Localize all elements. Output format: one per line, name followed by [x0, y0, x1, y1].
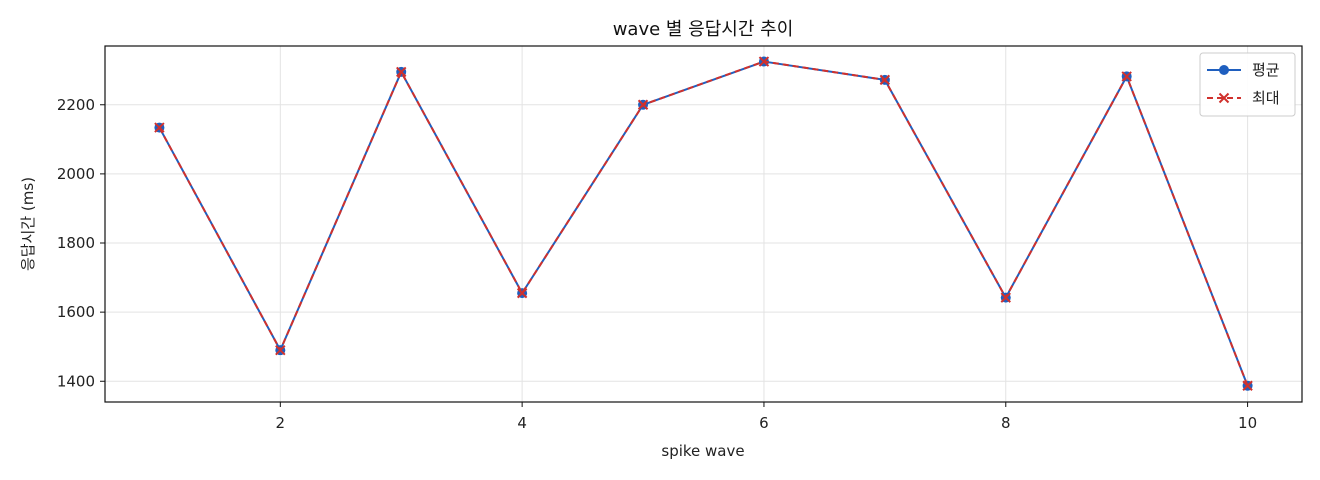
- y-tick-label: 2200: [57, 96, 95, 114]
- grid-lines: [105, 46, 1302, 402]
- data-point: [516, 287, 528, 299]
- series-1: [154, 56, 1253, 391]
- series-2: [154, 56, 1253, 391]
- data-point: [637, 99, 649, 110]
- series-layer: [154, 56, 1253, 391]
- data-point: [1000, 292, 1011, 303]
- legend-box: [1199, 52, 1296, 117]
- x-tick-label: 6: [759, 414, 769, 432]
- series-line: [158, 60, 1249, 387]
- data-point: [275, 344, 286, 356]
- legend-item: 평균: [1207, 61, 1280, 79]
- y-tick-label: 1600: [57, 303, 95, 321]
- data-point: [396, 66, 407, 78]
- legend-label: 최대: [1252, 89, 1280, 107]
- legend-item: 최대: [1207, 89, 1280, 107]
- y-tick-label: 2000: [57, 165, 95, 183]
- data-point: [154, 122, 165, 133]
- legend-label: 평균: [1252, 61, 1280, 79]
- legend-marker: [1219, 65, 1229, 75]
- x-tick-label: 10: [1238, 414, 1257, 432]
- x-axis: 2 4 6 8 10: [276, 402, 1257, 432]
- legend-marker: [1218, 92, 1230, 104]
- y-tick-label: 1800: [57, 234, 95, 252]
- chart-title: wave 별 응답시간 추이: [613, 19, 794, 40]
- data-point: [758, 56, 770, 67]
- y-axis-label: 응답시간 (ms): [19, 177, 37, 271]
- x-axis-label: spike wave: [661, 442, 744, 460]
- data-point: [1121, 71, 1132, 82]
- series-line: [158, 60, 1249, 387]
- y-tick-label: 1400: [57, 372, 95, 390]
- x-tick-label: 4: [517, 414, 527, 432]
- x-tick-label: 2: [276, 414, 286, 432]
- x-tick-label: 8: [1001, 414, 1011, 432]
- data-point: [1242, 380, 1253, 391]
- data-point: [879, 74, 891, 86]
- plot-area: [104, 45, 1303, 403]
- y-axis: 1400 1600 1800 2000 2200: [57, 96, 105, 390]
